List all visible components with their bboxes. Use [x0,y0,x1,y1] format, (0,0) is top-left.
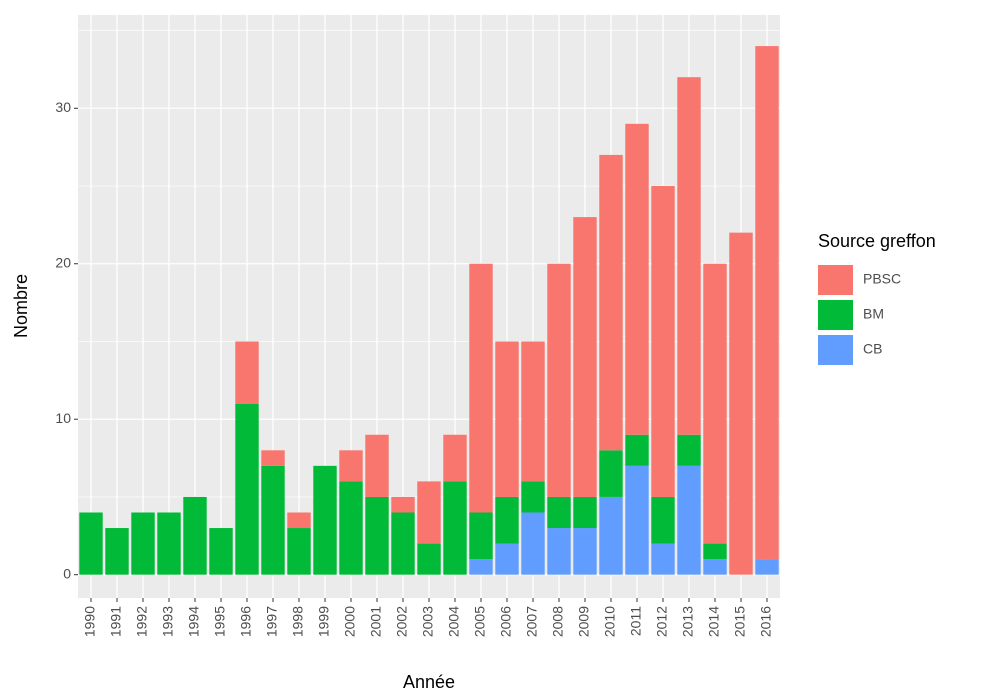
y-tick-label: 20 [55,254,71,270]
bar-segment [651,186,675,497]
bar-segment [365,434,389,497]
bar-segment [521,341,545,482]
bar-segment [287,528,311,575]
bar-segment [625,465,649,575]
x-tick-label: 2009 [576,606,592,637]
bar-segment [547,528,571,575]
bar-segment [547,496,571,529]
bar-segment [235,341,259,404]
x-tick-label: 1999 [316,606,332,637]
x-tick-label: 1997 [264,606,280,637]
bar-segment [495,496,519,544]
x-axis-title: Année [403,672,455,692]
bar-segment [131,512,155,575]
bar-segment [391,512,415,575]
bar-segment [469,263,493,513]
x-tick-label: 1996 [238,606,254,637]
x-tick-label: 2004 [446,606,462,637]
bar-segment [495,341,519,497]
bar-segment [677,77,701,435]
bar-segment [599,154,623,451]
bar-segment [677,465,701,575]
bar-segment [599,496,623,575]
bar-segment [521,512,545,575]
bar-segment [105,528,129,575]
x-tick-label: 2005 [472,606,488,637]
bar-segment [391,496,415,513]
bar-segment [417,481,441,544]
y-tick-label: 10 [55,410,71,426]
bar-segment [339,450,363,482]
x-tick-label: 2015 [732,606,748,637]
bar-segment [625,434,649,466]
x-tick-label: 2000 [342,606,358,637]
x-tick-label: 2010 [602,606,618,637]
bar-segment [755,46,779,560]
bar-segment [573,528,597,575]
bar-segment [443,434,467,482]
bar-segment [235,403,259,575]
bar-segment [651,543,675,575]
y-tick-label: 30 [55,99,71,115]
x-tick-label: 2002 [394,606,410,637]
legend-key [818,265,853,295]
bar-segment [365,496,389,575]
legend-key [818,300,853,330]
bar-segment [157,512,181,575]
bar-segment [573,217,597,497]
bar-segment [469,559,493,575]
bar-segment [703,543,727,560]
y-axis-title: Nombre [11,274,31,338]
bar-segment [495,543,519,575]
bar-segment [339,481,363,575]
bar-segment [183,496,207,575]
bar-segment [703,559,727,575]
x-tick-label: 1991 [108,606,124,637]
legend-label: BM [863,306,884,322]
bar-segment [209,528,233,575]
bar-segment [625,123,649,435]
y-tick-label: 0 [63,565,71,581]
x-tick-label: 2014 [706,606,722,637]
x-tick-label: 1998 [290,606,306,637]
bar-segment [755,559,779,575]
x-tick-label: 1995 [212,606,228,637]
x-tick-label: 2011 [628,606,644,636]
x-tick-label: 2001 [368,606,384,637]
x-tick-label: 1993 [160,606,176,637]
bar-segment [469,512,493,560]
x-tick-label: 1990 [82,606,98,637]
legend-label: PBSC [863,271,901,287]
bar-segment [261,465,285,575]
x-tick-label: 2013 [680,606,696,637]
x-tick-label: 2016 [758,606,774,637]
bar-segment [287,512,311,529]
x-tick-label: 1992 [134,606,150,637]
bar-segment [79,512,103,575]
x-tick-label: 2012 [654,606,670,637]
x-tick-label: 2008 [550,606,566,637]
bar-segment [729,232,753,575]
legend-label: CB [863,341,882,357]
bar-segment [573,496,597,529]
bar-segment [599,450,623,497]
bar-segment [547,263,571,497]
legend-title: Source greffon [818,231,936,251]
legend-key [818,335,853,365]
bar-segment [521,481,545,513]
x-tick-label: 1994 [186,606,202,637]
bar-segment [703,263,727,544]
bar-segment [651,496,675,544]
x-tick-label: 2007 [524,606,540,637]
bar-segment [417,543,441,575]
bar-segment [443,481,467,575]
x-tick-label: 2003 [420,606,436,637]
bar-segment [677,434,701,466]
x-tick-label: 2006 [498,606,514,637]
bar-segment [261,450,285,466]
bar-segment [313,465,337,575]
